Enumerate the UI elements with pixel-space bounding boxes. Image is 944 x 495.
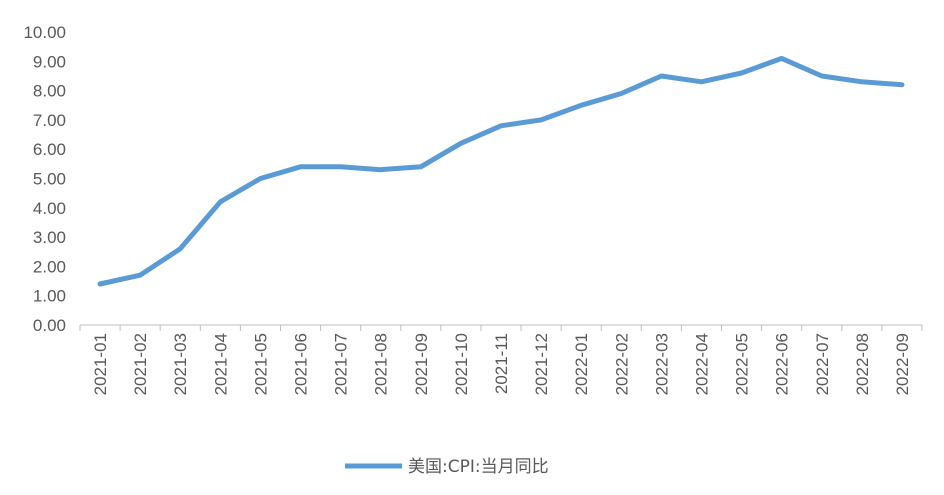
- x-tick-label: 2022-05: [733, 333, 752, 395]
- series-line: [97, 55, 905, 287]
- x-tick-label: 2022-04: [692, 333, 711, 395]
- x-tick-label: 2022-07: [813, 333, 832, 395]
- y-tick-label: 1.00: [33, 287, 66, 306]
- x-tick-label: 2021-04: [211, 333, 230, 395]
- y-tick-label: 4.00: [33, 199, 66, 218]
- x-axis-ticks: 2021-01 2021-02 2021-03 2021-04 2021-05 2021-…: [79, 325, 923, 395]
- y-tick-label: 0.00: [33, 316, 66, 335]
- series-layer: [97, 55, 905, 287]
- x-tick-label: 2021-06: [292, 333, 311, 395]
- y-tick-label: 10.00: [23, 23, 66, 42]
- x-tick-label: 2021-12: [532, 333, 551, 395]
- x-tick-label: 2021-11: [492, 333, 511, 394]
- legend: 美国:CPI:当月同比: [345, 457, 549, 477]
- x-tick-label: 2022-06: [773, 333, 792, 395]
- x-tick-label: 2021-09: [412, 333, 431, 395]
- legend-label: 美国:CPI:当月同比: [408, 457, 549, 477]
- y-tick-label: 7.00: [33, 111, 66, 130]
- x-tick-label: 2021-05: [251, 333, 270, 395]
- y-tick-label: 9.00: [33, 52, 66, 71]
- x-tick-label: 2022-08: [853, 333, 872, 395]
- x-tick-label: 2022-03: [652, 333, 671, 395]
- x-tick-label: 2021-10: [452, 333, 471, 395]
- x-tick-label: 2022-01: [572, 333, 591, 395]
- x-tick-label: 2021-01: [91, 333, 110, 395]
- y-tick-label: 2.00: [33, 257, 66, 276]
- y-tick-label: 5.00: [33, 170, 66, 189]
- y-axis-ticks: 0.00 1.00 2.00 3.00 4.00 5.00 6.00 7.00 8.00 9.00…: [23, 23, 66, 335]
- x-tick-label: 2021-07: [332, 333, 351, 395]
- y-tick-label: 6.00: [33, 140, 66, 159]
- y-tick-label: 8.00: [33, 82, 66, 101]
- x-tick-label: 2021-03: [171, 333, 190, 395]
- x-tick-label: 2022-09: [893, 333, 912, 395]
- x-tick-label: 2022-02: [612, 333, 631, 395]
- y-tick-label: 3.00: [33, 228, 66, 247]
- x-tick-label: 2021-08: [372, 333, 391, 395]
- x-tick-label: 2021-02: [131, 333, 150, 395]
